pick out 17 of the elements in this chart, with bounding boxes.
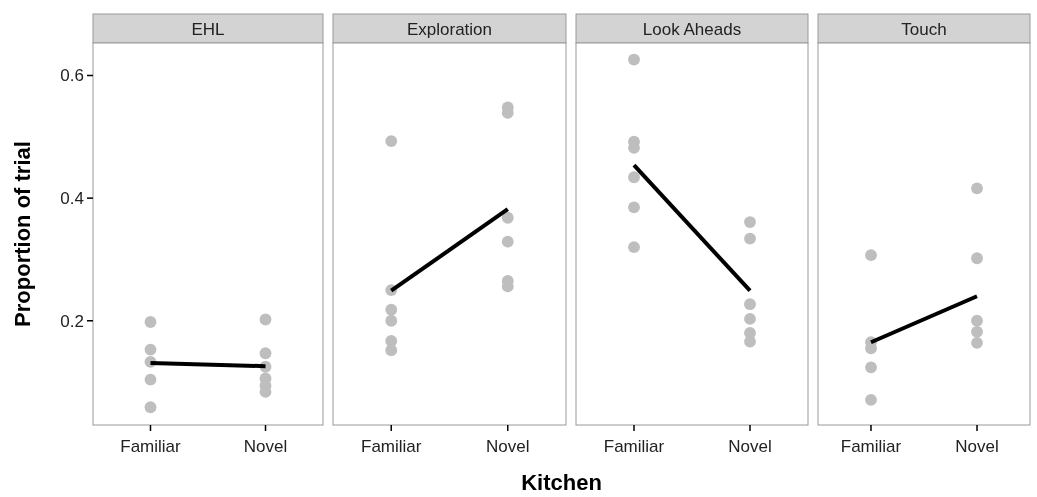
chart-title: Exploration [406,19,493,39]
y-tick-label: 0.2 [60,311,84,331]
x-axis-title: Kitchen [521,470,602,495]
x-tick-label: Novel [486,437,530,456]
x-tick-label: Novel [955,437,999,456]
x-tick-label: Familiar [361,437,422,456]
x-tick-label: Familiar [840,437,902,456]
y-axis-title: Proportion of trial [10,141,35,327]
x-tick-label: Novel [728,437,772,456]
y-tick-label: 0.4 [60,189,84,209]
chart-title: Touch [901,19,947,39]
x-tick-label: Familiar [603,437,665,456]
x-tick-label: Novel [243,437,288,456]
chart-title: Look Aheads [642,19,742,39]
chart-title: EHL [191,19,225,39]
y-tick-label: 0.6 [60,66,84,86]
x-tick-label: Familiar [120,437,182,456]
